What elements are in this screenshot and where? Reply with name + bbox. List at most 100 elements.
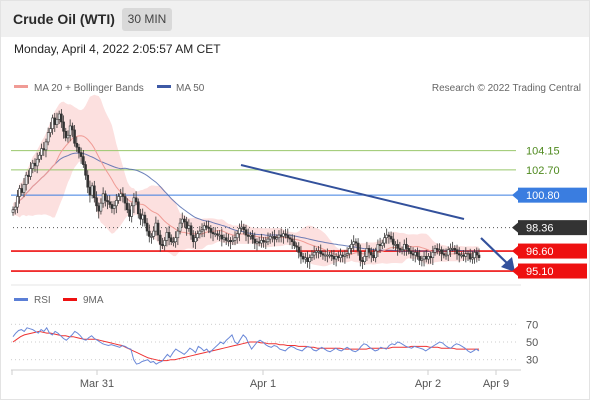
trendline [240, 164, 465, 220]
candle-body [345, 253, 349, 256]
candle-body [209, 228, 213, 233]
candle-body [198, 230, 202, 235]
candle-body [328, 254, 331, 257]
support-label-pointer [512, 266, 518, 277]
candle-body [361, 260, 364, 263]
candle-body [396, 244, 399, 249]
candle-body [141, 214, 144, 220]
ma20-legend-label: MA 20 + Bollinger Bands [34, 83, 144, 94]
candle-body [211, 232, 215, 235]
candle-body [154, 222, 158, 232]
candle-body [152, 230, 155, 237]
x-tick-label: Apr 1 [250, 378, 276, 390]
candle-body [429, 256, 432, 259]
candle-body [268, 236, 272, 240]
candle-body [172, 241, 175, 244]
candle-body [378, 244, 382, 247]
candle-body [20, 188, 24, 193]
candle-body [38, 154, 41, 160]
candle-body [326, 254, 329, 257]
candle-body [315, 250, 318, 253]
candle-body [42, 148, 46, 151]
candle-body [35, 158, 39, 167]
candle-body [136, 201, 140, 215]
candle-body [227, 240, 230, 242]
candle-body [411, 253, 415, 256]
x-tick-label: Mar 31 [80, 378, 114, 390]
candle-body [145, 222, 149, 232]
candle-body [95, 197, 98, 207]
timestamp: Monday, April 4, 2022 2:05:57 AM CET [14, 42, 221, 56]
candle-body [246, 234, 250, 237]
candle-body [339, 254, 342, 259]
candle-body [33, 162, 37, 167]
candle-body [128, 209, 131, 217]
candle-body [464, 253, 468, 257]
candle-body [117, 196, 120, 201]
candle-body [165, 232, 169, 241]
candle-body [323, 254, 327, 257]
candle-body [438, 249, 441, 252]
candle-body [55, 118, 59, 125]
rsi-legend-swatch [14, 298, 28, 301]
candle-body [284, 233, 287, 236]
candle-body [455, 249, 459, 255]
candle-body [416, 252, 419, 257]
pivot-label: 100.80 [526, 190, 560, 202]
candle-body [334, 256, 338, 260]
candle-body [308, 257, 312, 263]
candle-body [229, 240, 232, 243]
candle-body [444, 254, 448, 257]
candle-body [365, 248, 369, 257]
candle-body [244, 229, 248, 236]
resistance-label: 102.70 [526, 165, 560, 177]
support-label: 95.10 [526, 266, 554, 278]
candle-body [53, 117, 57, 125]
candle-body [440, 249, 443, 255]
candle-body [205, 225, 208, 228]
candle-body [431, 252, 435, 259]
candle-body [374, 250, 377, 259]
support-label-bg [518, 243, 587, 259]
header-bar: Crude Oil (WTI) 30 MIN [1, 1, 589, 37]
candle-body [385, 234, 388, 239]
candle-body [435, 248, 439, 251]
candle-body [451, 248, 454, 250]
candle-body [16, 196, 19, 208]
candle-body [249, 234, 252, 237]
candle-body [115, 200, 118, 207]
candle-body [178, 222, 182, 232]
candle-body [297, 246, 301, 253]
candle-body [475, 252, 479, 256]
candle-body [457, 253, 461, 256]
candle-body [79, 152, 83, 157]
candle-body [293, 241, 296, 247]
candle-body [194, 237, 197, 243]
candle-body [453, 248, 457, 251]
candle-body [290, 238, 294, 243]
candle-body [402, 244, 406, 251]
ma20-legend-swatch [14, 85, 28, 88]
candle-body [68, 125, 72, 136]
candle-body [317, 250, 320, 253]
candle-body [108, 201, 112, 205]
candle-body [29, 168, 32, 177]
candle-body [341, 254, 345, 257]
candle-body [413, 252, 417, 256]
x-tick-label: Apr 2 [415, 378, 441, 390]
timeframe-button[interactable]: 30 MIN [122, 8, 172, 31]
candle-body [409, 250, 413, 255]
candle-body [82, 156, 85, 165]
candle-body [387, 234, 391, 237]
ma50-legend-swatch [157, 85, 171, 88]
candle-body [352, 241, 356, 245]
candle-body [71, 125, 74, 131]
candle-body [231, 240, 235, 243]
candle-body [97, 205, 101, 212]
candle-body [64, 130, 68, 139]
candle-body [183, 218, 186, 223]
candle-body [167, 232, 171, 239]
candle-body [93, 185, 96, 199]
candle-body [319, 250, 323, 255]
candle-body [147, 230, 151, 237]
